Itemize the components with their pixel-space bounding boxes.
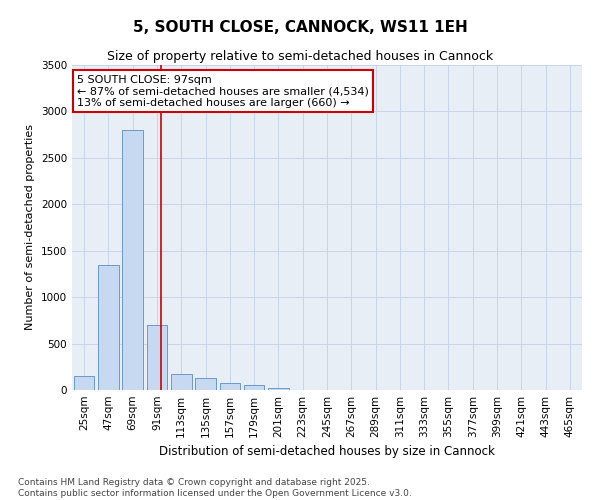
Text: Contains HM Land Registry data © Crown copyright and database right 2025.
Contai: Contains HM Land Registry data © Crown c… bbox=[18, 478, 412, 498]
Bar bbox=[220, 383, 240, 390]
Y-axis label: Number of semi-detached properties: Number of semi-detached properties bbox=[25, 124, 35, 330]
Bar bbox=[195, 378, 216, 390]
X-axis label: Distribution of semi-detached houses by size in Cannock: Distribution of semi-detached houses by … bbox=[159, 446, 495, 458]
Bar bbox=[244, 386, 265, 390]
Bar bbox=[268, 388, 289, 390]
Bar bbox=[74, 376, 94, 390]
Bar bbox=[122, 130, 143, 390]
Bar bbox=[98, 264, 119, 390]
Text: 5, SOUTH CLOSE, CANNOCK, WS11 1EH: 5, SOUTH CLOSE, CANNOCK, WS11 1EH bbox=[133, 20, 467, 35]
Text: Size of property relative to semi-detached houses in Cannock: Size of property relative to semi-detach… bbox=[107, 50, 493, 63]
Bar bbox=[171, 374, 191, 390]
Text: 5 SOUTH CLOSE: 97sqm
← 87% of semi-detached houses are smaller (4,534)
13% of se: 5 SOUTH CLOSE: 97sqm ← 87% of semi-detac… bbox=[77, 74, 369, 108]
Bar bbox=[146, 325, 167, 390]
